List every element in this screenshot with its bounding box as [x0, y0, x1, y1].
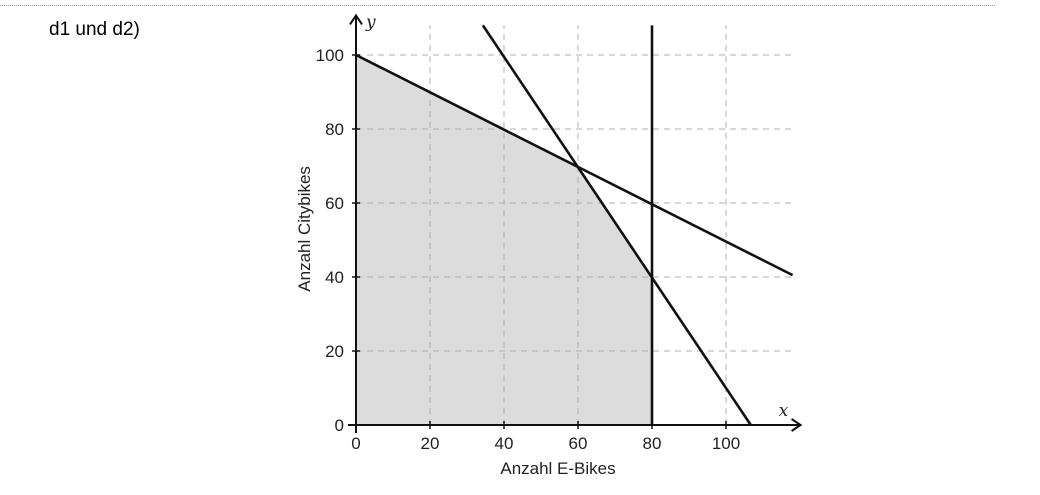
- tick-labels-layer: 0 20 40 60 80 100 0 20 40 60 80 100: [316, 46, 741, 453]
- x-axis-variable: x: [779, 401, 789, 421]
- constraint-line-1: [355, 53, 794, 277]
- y-axis-variable: y: [365, 12, 376, 32]
- x-tick-label-80: 80: [643, 434, 662, 453]
- y-tick-label-0: 0: [335, 416, 344, 435]
- y-tick-label-100: 100: [316, 46, 344, 65]
- x-tick-label-60: 60: [569, 434, 588, 453]
- y-tick-label-40: 40: [325, 268, 344, 287]
- y-axis-title: Anzahl Citybikes: [295, 166, 314, 292]
- x-tick-label-100: 100: [712, 434, 740, 453]
- y-tick-label-80: 80: [325, 120, 344, 139]
- y-axis-arrow: [349, 13, 363, 25]
- part-label: d1 und d2): [49, 19, 140, 40]
- top-divider: [0, 5, 995, 6]
- constraint-line-2: [481, 24, 752, 426]
- x-tick-label-0: 0: [351, 434, 360, 453]
- constraint-lines-layer: [355, 24, 794, 426]
- x-axis-title: Anzahl E-Bikes: [500, 459, 615, 478]
- grid-layer: [356, 25, 793, 425]
- y-tick-label-60: 60: [325, 194, 344, 213]
- x-tick-label-40: 40: [495, 434, 514, 453]
- x-axis-arrow: [791, 418, 803, 432]
- x-tick-label-20: 20: [421, 434, 440, 453]
- axes-layer: [348, 13, 803, 433]
- y-tick-label-20: 20: [325, 342, 344, 361]
